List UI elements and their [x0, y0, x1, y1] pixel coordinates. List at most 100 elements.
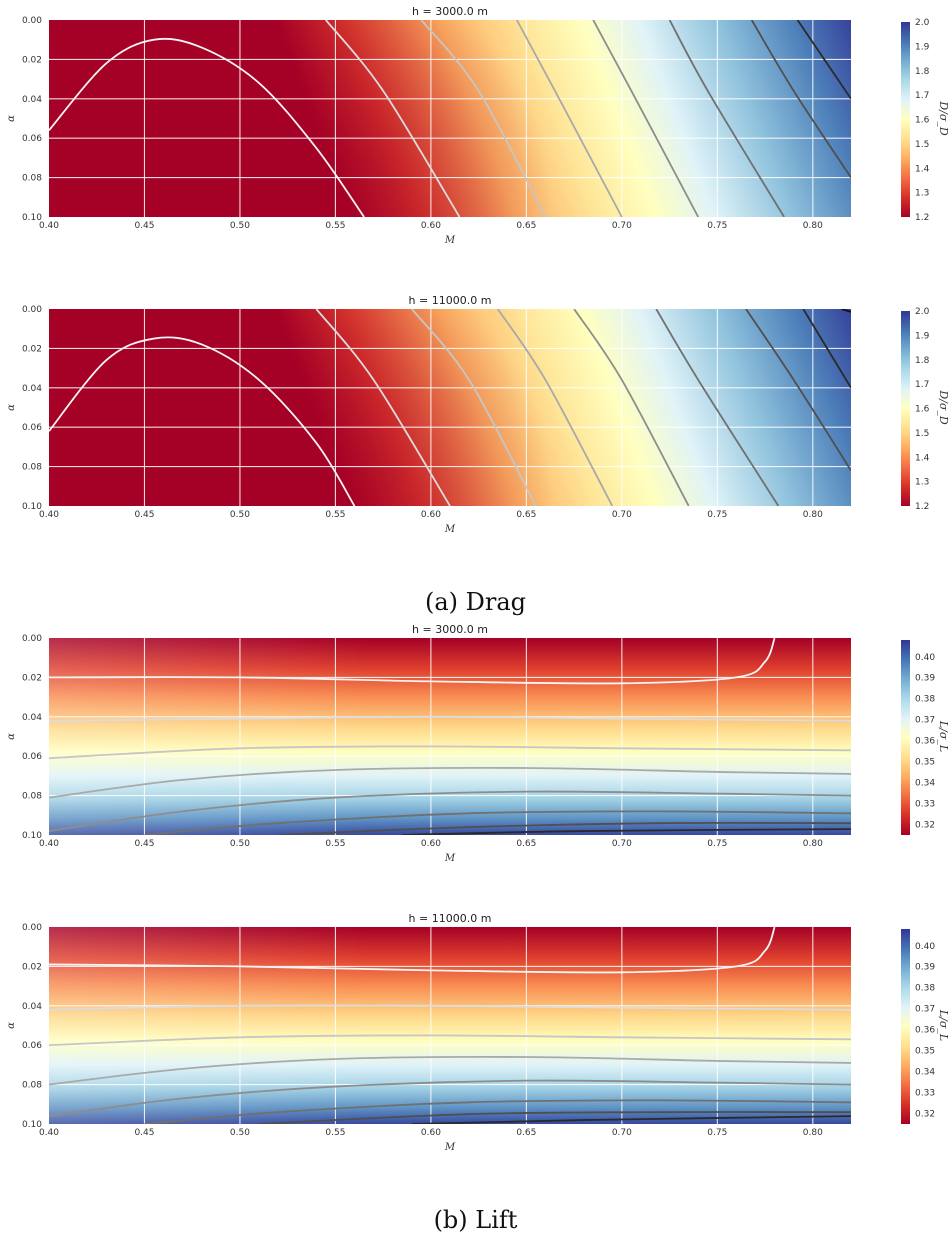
panel-1: h = 11000.0 m 0.40 0.45 0.50 0.55 0.60 0.65 0.7…: [6, 294, 950, 535]
x-tick-label: 0.75: [707, 1128, 727, 1138]
y-tick-label: 0.00: [22, 16, 42, 26]
y-tick-label: 0.06: [22, 134, 42, 144]
x-tick-label: 0.65: [516, 221, 536, 231]
contour-line-3: [49, 767, 851, 799]
colorbar-tick-label: 2.0: [915, 307, 930, 317]
colorbar-tick-label: 1.7: [915, 380, 929, 390]
contour-line-1: [49, 1004, 851, 1011]
x-tick-label: 0.40: [39, 839, 59, 849]
contour-line-4: [592, 20, 700, 217]
panel-title: h = 11000.0 m: [409, 912, 492, 925]
y-tick-label: 0.10: [22, 213, 42, 223]
contour-line-2: [49, 745, 851, 760]
colorbar-tick-label: 1.3: [915, 189, 929, 199]
colorbar-tick-label: 1.5: [915, 140, 929, 150]
contour-line-2: [411, 309, 537, 506]
y-tick-label: 0.04: [22, 713, 42, 723]
y-tick-label: 0.00: [22, 305, 42, 315]
heatmap-shading: [49, 927, 851, 1124]
x-tick-label: 0.50: [230, 221, 250, 231]
y-axis-label: α: [6, 733, 17, 740]
y-tick-label: 0.08: [22, 174, 42, 184]
y-tick-label: 0.04: [22, 384, 42, 394]
x-tick-label: 0.75: [707, 221, 727, 231]
colorbar-tick-label: 0.33: [915, 800, 935, 810]
colorbar-tick-label: 1.7: [915, 91, 929, 101]
colorbar-tick-label: 0.39: [915, 674, 935, 684]
contour-line-6: [750, 20, 851, 179]
x-tick-label: 0.45: [134, 839, 154, 849]
contour-line-3: [516, 20, 623, 217]
x-tick-label: 0.45: [134, 510, 154, 520]
heatmap-shading: [49, 20, 851, 217]
colorbar: [901, 640, 910, 835]
x-tick-label: 0.80: [803, 510, 823, 520]
caption-drag: (a) Drag: [424, 588, 527, 616]
contour-line-3: [49, 1056, 851, 1086]
colorbar-label: L/σ_L: [937, 720, 950, 752]
y-tick-label: 0.06: [22, 752, 42, 762]
x-axis-label: M: [444, 853, 456, 864]
colorbar-tick-label: 0.34: [915, 1068, 935, 1078]
colorbar-tick-label: 0.39: [915, 963, 935, 973]
x-tick-label: 0.70: [612, 221, 632, 231]
x-tick-label: 0.40: [39, 510, 59, 520]
x-tick-label: 0.65: [516, 1128, 536, 1138]
x-tick-label: 0.55: [325, 1128, 345, 1138]
colorbar-tick-label: 0.37: [915, 1005, 935, 1015]
contour-line-0: [49, 638, 776, 685]
contour-line-6: [745, 309, 851, 472]
colorbar-tick-label: 1.2: [915, 213, 929, 223]
y-tick-label: 0.06: [22, 423, 42, 433]
contour-line-1: [49, 715, 851, 722]
contour-line-3: [496, 309, 614, 506]
contour-line-0: [49, 37, 365, 217]
contour-line-5: [655, 309, 780, 506]
x-tick-label: 0.50: [230, 839, 250, 849]
colorbar-tick-label: 0.38: [915, 984, 935, 994]
y-tick-label: 0.02: [22, 962, 42, 972]
y-tick-label: 0.00: [22, 634, 42, 644]
colorbar-tick-label: 1.6: [915, 405, 930, 415]
x-tick-label: 0.60: [421, 839, 441, 849]
panel-2: h = 3000.0 m 0.40 0.45 0.50 0.55 0.60 0.65 0.70…: [6, 623, 950, 864]
contour-line-6: [278, 821, 851, 835]
colorbar-tick-label: 0.40: [915, 942, 935, 952]
x-tick-label: 0.80: [803, 221, 823, 231]
colorbar-tick-label: 0.33: [915, 1089, 935, 1099]
colorbar-tick-label: 1.3: [915, 478, 929, 488]
colorbar-tick-label: 1.8: [915, 356, 930, 366]
heatmap-shading: [49, 638, 851, 835]
colorbar-label: D/σ_D: [937, 100, 950, 136]
y-tick-label: 0.10: [22, 831, 42, 841]
y-tick-label: 0.06: [22, 1041, 42, 1051]
contour-line-2: [49, 1034, 851, 1047]
y-tick-label: 0.08: [22, 463, 42, 473]
colorbar-label: L/σ_L: [937, 1009, 950, 1041]
y-axis-label: α: [6, 115, 17, 122]
colorbar-tick-label: 1.8: [915, 67, 930, 77]
colorbar-tick-label: 1.9: [915, 42, 930, 52]
contour-line-4: [573, 309, 690, 506]
colorbar-tick-label: 2.0: [915, 18, 930, 28]
contour-line-1: [325, 20, 461, 217]
contour-group: [49, 638, 851, 835]
contour-group: [49, 309, 851, 506]
contour-line-4: [49, 1079, 851, 1118]
y-tick-label: 0.08: [22, 792, 42, 802]
contour-group: [49, 20, 851, 217]
y-axis-label: α: [6, 404, 17, 411]
x-tick-label: 0.70: [612, 510, 632, 520]
panel-0: h = 3000.0 m 0.40 0.45 0.50 0.55 0.60 0.65 0.70…: [6, 5, 950, 246]
y-tick-label: 0.02: [22, 344, 42, 354]
contour-line-5: [144, 810, 851, 835]
y-tick-label: 0.08: [22, 1081, 42, 1091]
colorbar-tick-label: 0.34: [915, 779, 935, 789]
contour-line-4: [49, 790, 851, 832]
colorbar-tick-label: 0.40: [915, 653, 935, 663]
x-tick-label: 0.45: [134, 221, 154, 231]
x-tick-label: 0.75: [707, 839, 727, 849]
x-tick-label: 0.55: [325, 221, 345, 231]
heatmap-shading: [49, 309, 851, 506]
contour-line-0: [49, 927, 776, 974]
